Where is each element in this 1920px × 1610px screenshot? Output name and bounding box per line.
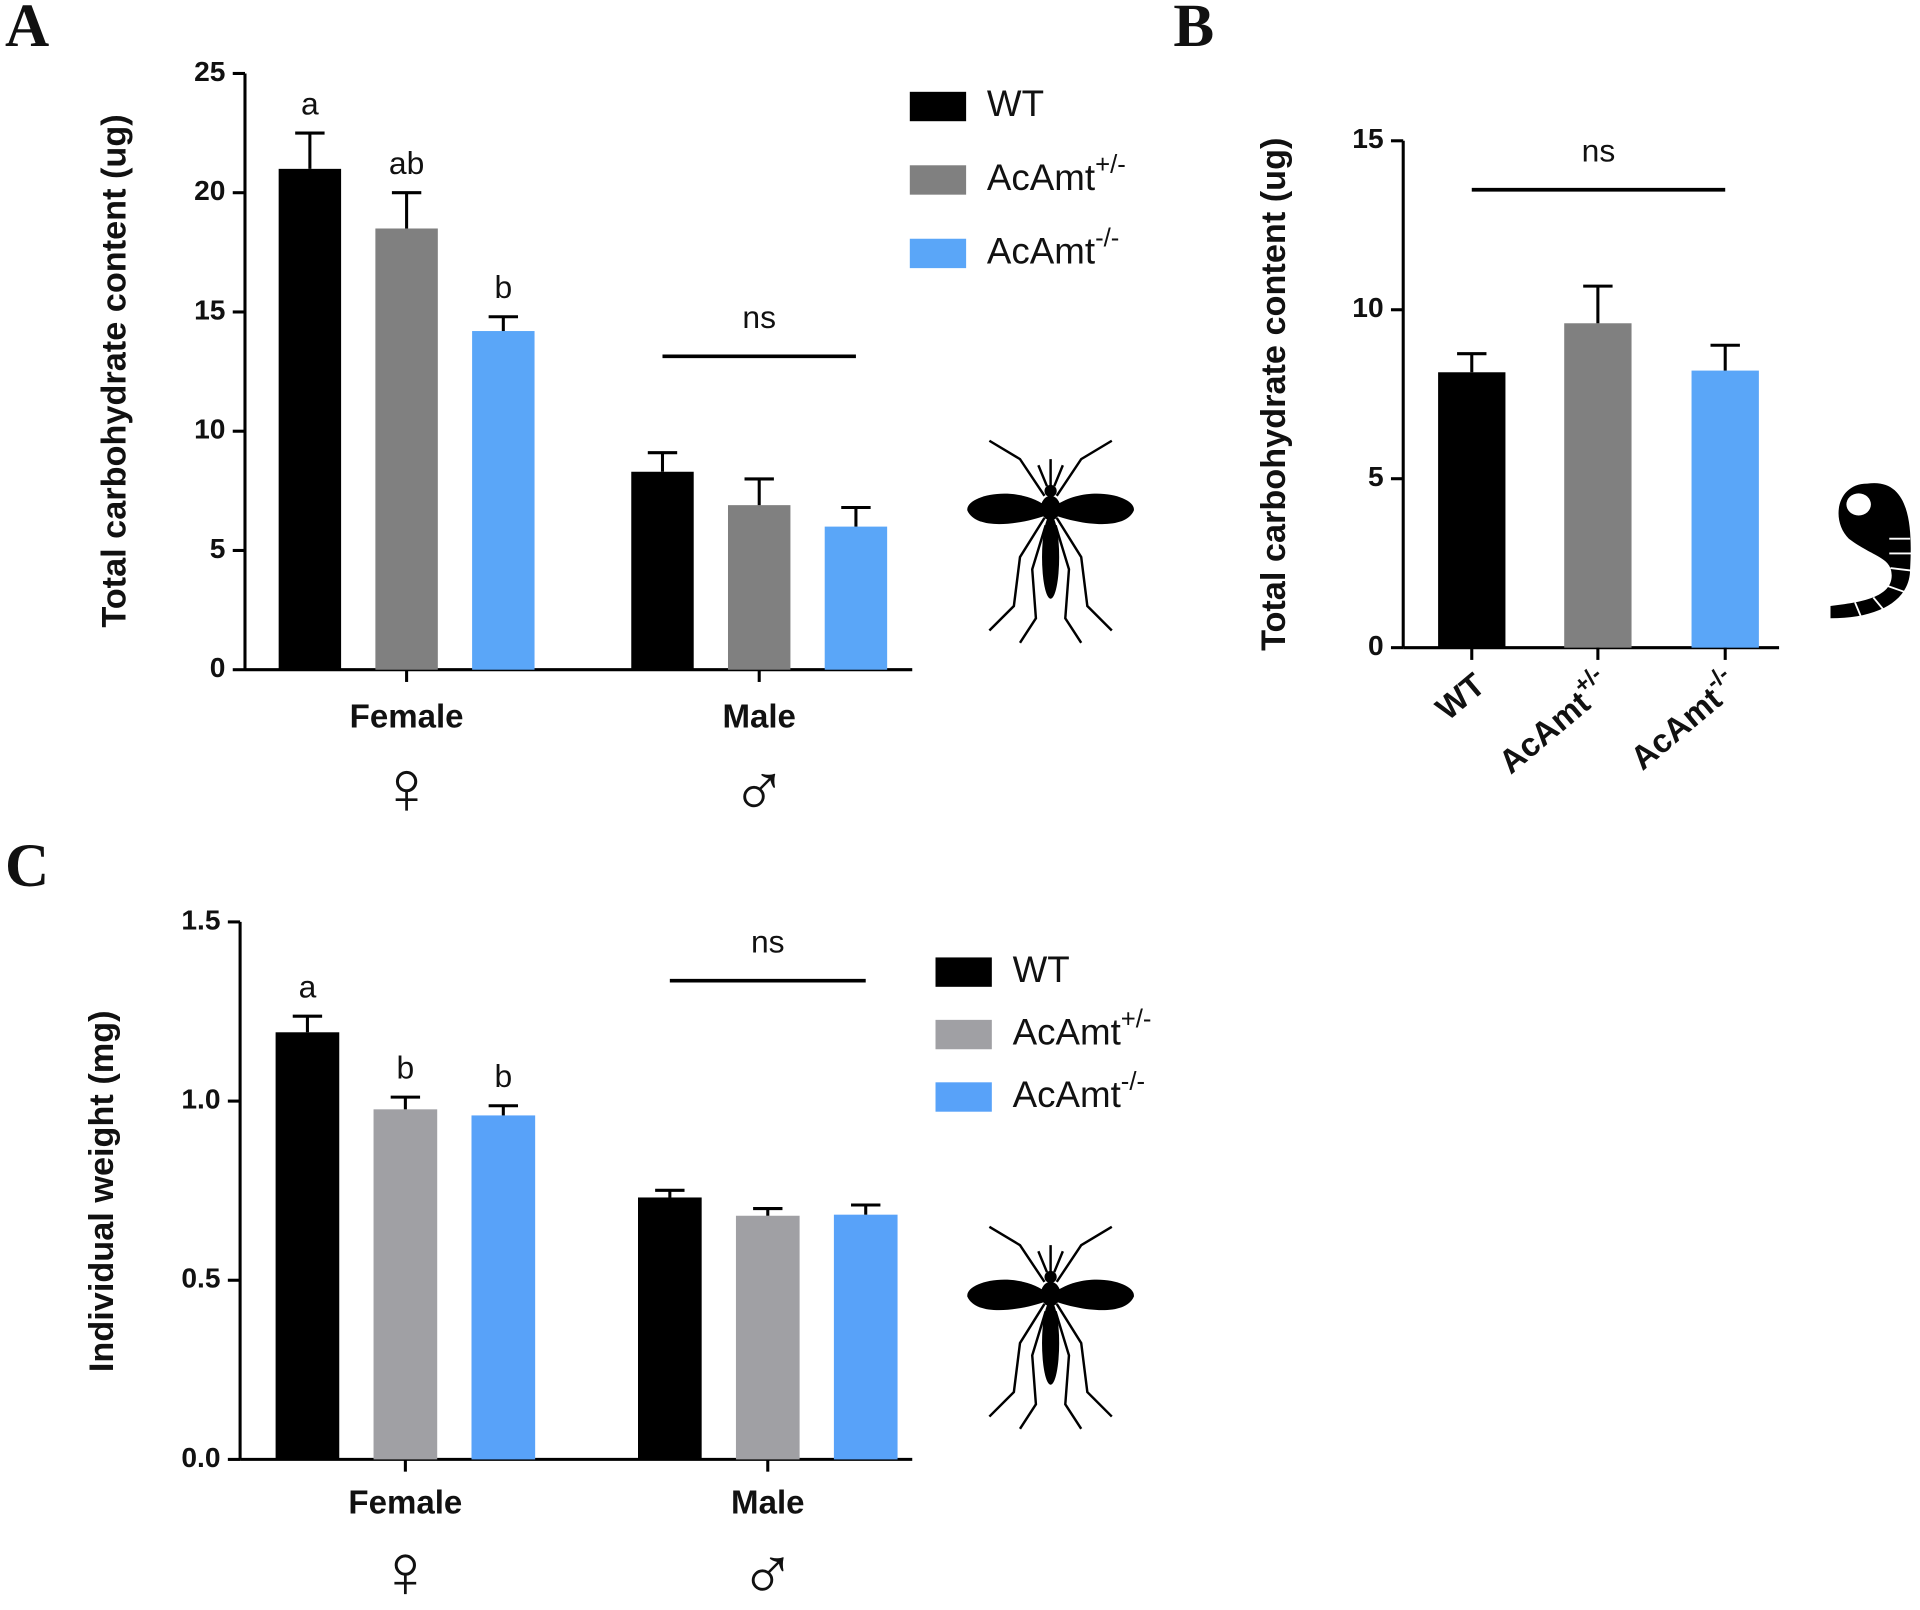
error-bar bbox=[391, 191, 422, 229]
x-tick-label: Male bbox=[731, 1484, 804, 1521]
bar bbox=[824, 526, 888, 670]
error-bar bbox=[1583, 284, 1613, 324]
error-bar bbox=[292, 1014, 323, 1033]
legend-label: AcAmt-/- bbox=[1013, 1068, 1145, 1115]
bar bbox=[1564, 323, 1632, 648]
category-symbol: ♀ bbox=[377, 1529, 434, 1610]
error-bar bbox=[488, 315, 519, 332]
legend-swatch bbox=[935, 1019, 992, 1050]
bar bbox=[278, 168, 342, 670]
legend-swatch bbox=[909, 165, 967, 195]
bar bbox=[631, 471, 694, 670]
bar bbox=[275, 1032, 340, 1460]
y-tick-label: 0 bbox=[210, 652, 226, 683]
y-tick-label: 20 bbox=[194, 175, 225, 206]
error-bar bbox=[1457, 352, 1487, 373]
significance-label: ns bbox=[742, 299, 776, 335]
significance-letter: a bbox=[299, 969, 317, 1005]
category-symbol: ♀ bbox=[378, 745, 435, 830]
y-tick-label: 10 bbox=[194, 414, 225, 445]
mosquito-icon bbox=[966, 439, 1136, 645]
x-tick-label: WT bbox=[1429, 666, 1492, 727]
significance-letter: b bbox=[494, 269, 512, 305]
y-tick-label: 5 bbox=[210, 533, 226, 564]
category-symbol: ♂ bbox=[739, 1529, 796, 1610]
bar bbox=[375, 228, 438, 670]
bar bbox=[727, 505, 791, 670]
legend-label: AcAmt+/- bbox=[1013, 1005, 1152, 1052]
error-bar bbox=[744, 477, 774, 506]
bar bbox=[472, 331, 535, 670]
y-tick-label: 15 bbox=[194, 294, 225, 325]
y-tick-label: 0.5 bbox=[181, 1263, 220, 1294]
error-bar bbox=[841, 506, 871, 527]
x-tick-label: AcAmt-/- bbox=[1619, 661, 1746, 778]
bar bbox=[1691, 370, 1759, 648]
larva-icon bbox=[1830, 483, 1912, 619]
legend-label: WT bbox=[1013, 949, 1070, 990]
legend-label: AcAmt-/- bbox=[987, 224, 1119, 271]
y-tick-label: 0.0 bbox=[181, 1442, 220, 1473]
y-tick-label: 25 bbox=[194, 56, 225, 87]
y-tick-label: 1.0 bbox=[181, 1084, 220, 1115]
y-axis-label: Individual weight (mg) bbox=[83, 1010, 121, 1372]
significance-letter: a bbox=[301, 86, 319, 122]
error-bar bbox=[295, 131, 325, 169]
error-bar bbox=[753, 1207, 783, 1216]
x-tick-label: Male bbox=[722, 698, 795, 735]
error-bar bbox=[851, 1203, 881, 1215]
significance-label: ns bbox=[1582, 132, 1616, 168]
panel-label: C bbox=[5, 832, 49, 900]
error-bar bbox=[1710, 343, 1740, 371]
y-tick-label: 15 bbox=[1352, 123, 1383, 154]
y-tick-label: 10 bbox=[1352, 292, 1383, 323]
y-tick-label: 0 bbox=[1368, 630, 1384, 661]
bar bbox=[833, 1214, 898, 1460]
legend-swatch bbox=[909, 238, 967, 269]
bar bbox=[1438, 372, 1506, 648]
significance-letter: ab bbox=[389, 145, 424, 181]
y-axis-label: Total carbohydrate content (ug) bbox=[95, 114, 133, 627]
legend-label: AcAmt+/- bbox=[987, 151, 1126, 198]
significance-letter: b bbox=[494, 1058, 512, 1094]
legend-label: WT bbox=[987, 83, 1044, 124]
panel-label: B bbox=[1173, 0, 1214, 60]
y-tick-label: 5 bbox=[1368, 461, 1384, 492]
x-tick-label: Female bbox=[348, 1484, 462, 1521]
legend-swatch bbox=[935, 1082, 992, 1112]
legend-swatch bbox=[909, 91, 967, 122]
error-bar bbox=[647, 451, 678, 472]
error-bar bbox=[488, 1104, 519, 1116]
x-tick-label: AcAmt+/- bbox=[1487, 661, 1618, 781]
error-bar bbox=[390, 1095, 421, 1110]
significance-letter: b bbox=[397, 1050, 415, 1086]
mosquito-icon bbox=[966, 1225, 1136, 1431]
bar bbox=[638, 1197, 702, 1460]
y-axis-label: Total carbohydrate content (ug) bbox=[1255, 138, 1293, 651]
significance-label: ns bbox=[751, 923, 785, 959]
error-bar bbox=[655, 1188, 685, 1198]
x-tick-label: Female bbox=[350, 698, 464, 735]
panel-label: A bbox=[5, 0, 49, 60]
bar bbox=[735, 1215, 800, 1460]
bar bbox=[373, 1109, 438, 1460]
legend-swatch bbox=[935, 957, 992, 987]
bar bbox=[471, 1115, 536, 1460]
y-tick-label: 1.5 bbox=[181, 904, 220, 935]
category-symbol: ♂ bbox=[731, 745, 788, 830]
